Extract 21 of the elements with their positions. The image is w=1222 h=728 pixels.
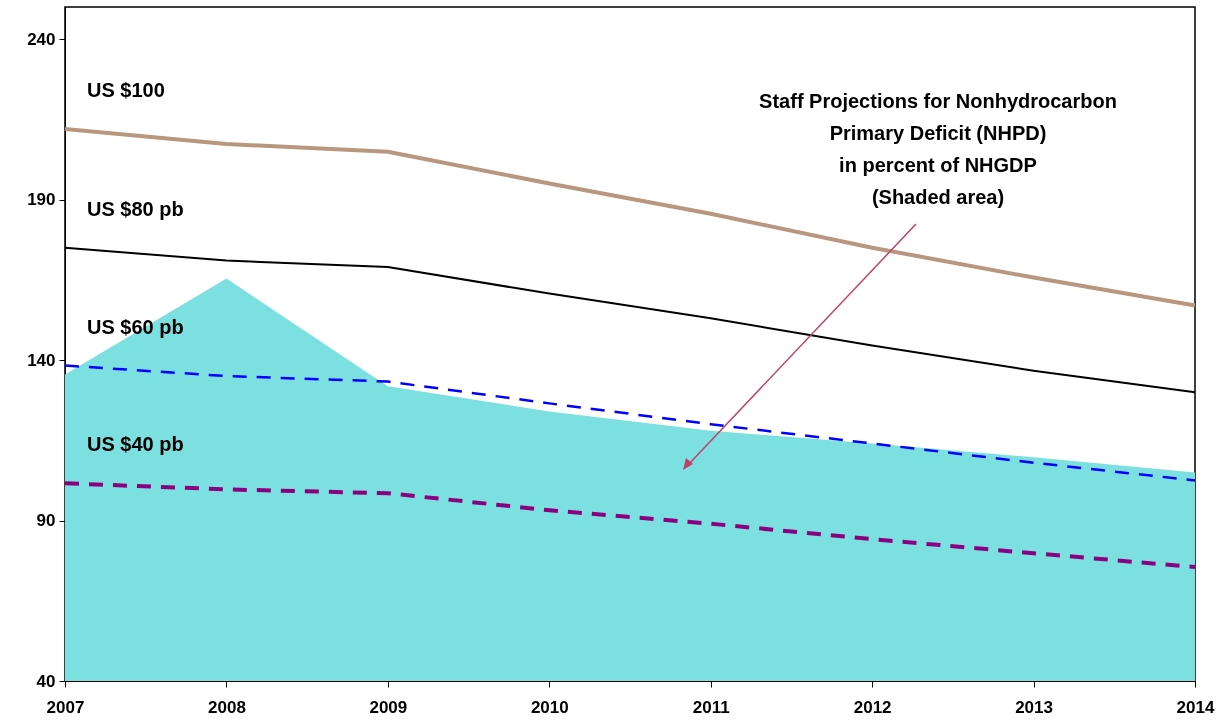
x-tick-label: 2012	[853, 697, 892, 717]
line-series	[63, 126, 1197, 308]
line-series	[63, 481, 1197, 570]
series-label: US $100	[87, 78, 165, 101]
series-label: US $40 pb	[87, 433, 184, 456]
y-tick-label: 140	[27, 350, 56, 370]
x-tick-label: 2009	[369, 697, 408, 717]
line-series	[63, 364, 1197, 482]
x-tick-label: 2008	[208, 697, 246, 717]
y-tick-label: 40	[36, 671, 56, 691]
y-tick-label: 240	[27, 29, 56, 49]
y-tick-label: 90	[36, 511, 56, 531]
series-label: US $60 pb	[87, 315, 184, 338]
x-tick-label: 2013	[1015, 697, 1053, 717]
x-tick-label: 2011	[692, 697, 730, 717]
y-tick-label: 190	[27, 190, 56, 210]
x-tick-label: 2010	[530, 697, 569, 717]
annotation: Staff Projections for Nonhydrocarbon Primary Deficit (NHPD) in percent of NHGDP (Shaded area)	[759, 90, 1117, 208]
x-tick-label: 2007	[46, 697, 85, 717]
x-tick-label: 2014	[1176, 697, 1215, 717]
series-label: US $80 pb	[87, 197, 184, 220]
